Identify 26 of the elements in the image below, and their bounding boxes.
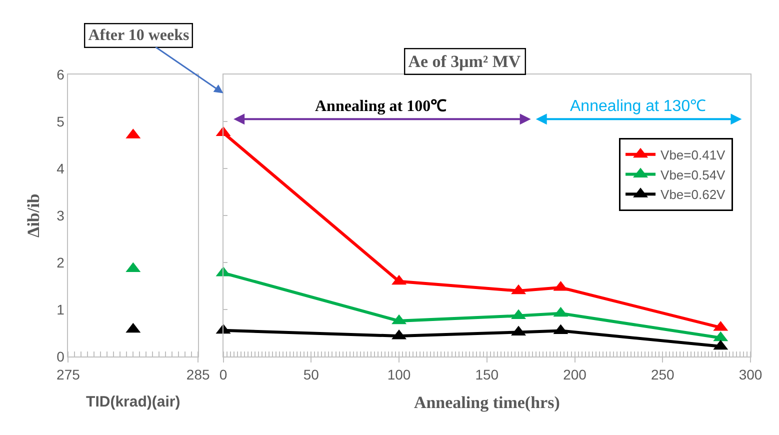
x-axis-title: Annealing time(hrs): [414, 392, 560, 412]
annotation: Annealing at 130℃: [570, 98, 706, 115]
y-axis-title: Δib/ib: [24, 194, 44, 238]
legend-label: Vbe=0.41V: [660, 147, 726, 162]
x-axis-title: TID(krad)(air): [86, 393, 180, 410]
annotation: Annealing at 100℃: [315, 98, 447, 115]
y-tick-label: 2: [56, 254, 65, 271]
y-tick-label: 4: [56, 160, 65, 176]
legend-label: Vbe=0.62V: [660, 187, 726, 202]
y-tick-label: 1: [56, 302, 65, 318]
y-tick-label: 0: [56, 348, 65, 365]
x-tick-label: 0: [219, 366, 228, 382]
text: After 10 weeks: [88, 27, 190, 44]
chart-title: Ae of 3μm² MV: [408, 52, 522, 72]
x-tick-label: 250: [650, 366, 675, 382]
x-tick-label: 285: [186, 366, 210, 382]
x-tick-label: 50: [303, 366, 320, 382]
x-tick-label: 300: [738, 366, 762, 382]
y-tick-label: 5: [56, 113, 65, 130]
x-tick-label: 150: [475, 366, 499, 382]
x-tick-label: 200: [563, 366, 587, 382]
legend-label: Vbe=0.54V: [660, 167, 726, 182]
x-tick-label: 100: [387, 366, 411, 382]
y-tick-label: 3: [56, 207, 65, 224]
y-tick-label: 6: [56, 66, 65, 82]
x-tick-label: 275: [56, 366, 80, 382]
